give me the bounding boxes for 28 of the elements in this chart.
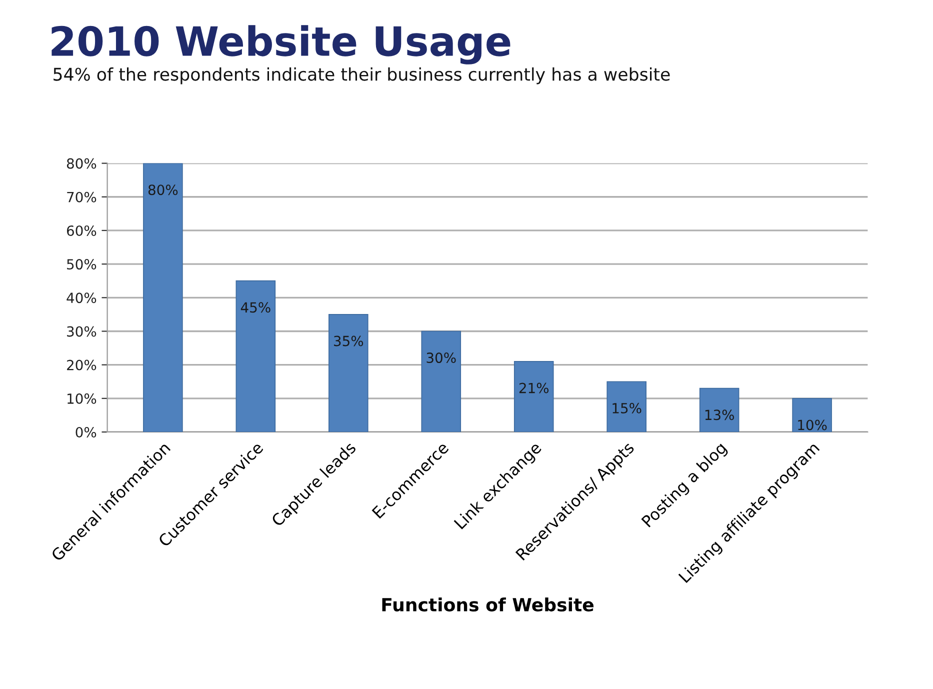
bar: [514, 361, 554, 432]
bar: [236, 280, 276, 432]
bar: [328, 314, 368, 432]
data-label: 21%: [519, 382, 549, 394]
chart-subtitle: 54% of the respondents indicate their business currently has a website: [54, 67, 670, 84]
data-label: 15%: [612, 402, 642, 414]
x-axis-title: Functions of Website: [382, 598, 594, 612]
bar: [699, 388, 740, 432]
data-label: 35%: [334, 336, 364, 346]
data-label: 30%: [426, 352, 456, 364]
data-label: 45%: [240, 302, 270, 313]
y-tick-label: 70%: [67, 192, 96, 202]
y-tick-label: 80%: [66, 158, 96, 169]
data-label: 10%: [798, 420, 827, 430]
y-tick-label: 20%: [67, 360, 96, 370]
bar: [143, 163, 183, 432]
y-tick-label: 60%: [66, 225, 96, 236]
y-tick-label: 40%: [66, 292, 96, 304]
bar: [792, 398, 832, 432]
y-tick-label: 30%: [67, 326, 96, 337]
y-tick-label: 10%: [68, 393, 96, 404]
data-label: 80%: [148, 184, 178, 196]
data-label: 13%: [705, 410, 734, 420]
bar: [606, 381, 646, 432]
chart-title: 2010 Website Usage: [52, 25, 510, 64]
y-tick-label: 0%: [76, 426, 96, 438]
y-tick-label: 50%: [67, 259, 96, 270]
bar: [421, 330, 462, 432]
